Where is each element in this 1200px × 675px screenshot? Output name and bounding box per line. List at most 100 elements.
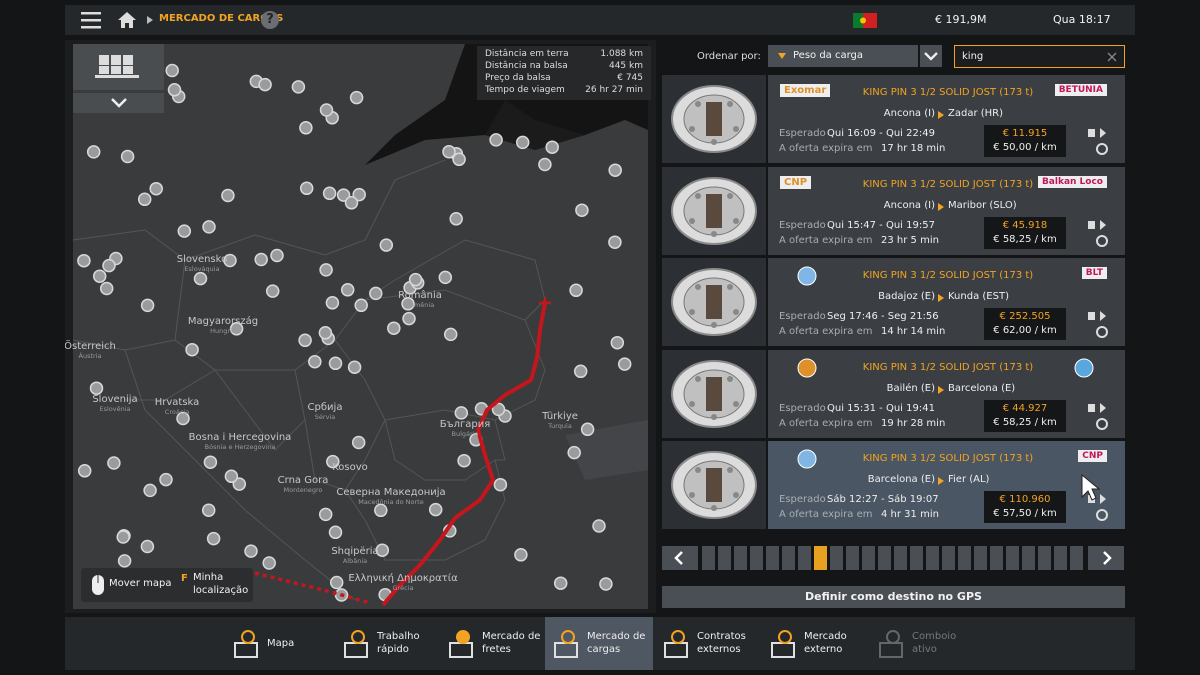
info-label: Distância em terra — [485, 49, 569, 59]
my-location-label[interactable]: Minha localização — [193, 571, 253, 597]
offer-row[interactable]: CNPKING PIN 3 1/2 SOLID JOST (173 t)Barc… — [662, 441, 1125, 529]
bolt — [733, 126, 739, 132]
city-dot — [319, 327, 331, 339]
page-cell[interactable] — [1022, 546, 1035, 570]
menu-icon[interactable] — [81, 11, 103, 29]
map-panel: SlovenskoEslováquiaRomâniaRomêniaMagyaro… — [65, 40, 656, 613]
icon-base — [235, 643, 257, 657]
gps-button[interactable]: Definir como destino no GPS — [662, 586, 1125, 608]
info-label: Distância na balsa — [485, 61, 568, 71]
nav-item[interactable]: Contratos externos — [655, 617, 763, 670]
next-page[interactable] — [1088, 546, 1124, 570]
sort-dropdown[interactable]: Peso da carga — [768, 45, 918, 67]
city-dot — [320, 264, 332, 276]
city-dot — [619, 358, 631, 370]
city-dot — [568, 447, 580, 459]
page-cell[interactable] — [782, 546, 795, 570]
kingpin-icon — [670, 359, 758, 429]
page-cell[interactable] — [942, 546, 955, 570]
city-dot — [443, 146, 455, 158]
bolt — [711, 231, 717, 237]
bolt — [733, 492, 739, 498]
client-logo: BLT — [1082, 267, 1107, 279]
price-box: € 110.960€ 57,50 / km — [984, 491, 1066, 523]
page-cell[interactable] — [766, 546, 779, 570]
clear-icon[interactable] — [1107, 52, 1117, 62]
page-cell[interactable] — [958, 546, 971, 570]
city-dot — [267, 285, 279, 297]
page-cell[interactable] — [1054, 546, 1067, 570]
country-sublabel: Grécia — [393, 584, 414, 592]
city-dot — [453, 153, 465, 165]
nav-item[interactable]: Trabalho rápido — [335, 617, 443, 670]
page-cell[interactable] — [750, 546, 763, 570]
rate: € 50,00 / km — [984, 142, 1066, 153]
bolt — [689, 492, 695, 498]
offer-row[interactable]: ExomarBETUNIAKING PIN 3 1/2 SOLID JOST (… — [662, 75, 1125, 163]
country-label: България — [440, 419, 491, 430]
page-cell[interactable] — [974, 546, 987, 570]
nav-item[interactable]: Mercado de fretes — [440, 617, 548, 670]
route-arrow — [938, 111, 944, 119]
page-cell[interactable] — [830, 546, 843, 570]
price-box: € 11.915 € 50,00 / km — [984, 125, 1066, 157]
offer-row[interactable]: BLTKING PIN 3 1/2 SOLID JOST (173 t)Bada… — [662, 258, 1125, 346]
city-dot — [204, 456, 216, 468]
price: € 11.915 — [984, 128, 1066, 139]
page-cell[interactable] — [1070, 546, 1083, 570]
city-dot — [582, 423, 594, 435]
sort-label: Ordenar por: — [697, 51, 761, 62]
page-cell[interactable] — [878, 546, 891, 570]
page-cell[interactable] — [702, 546, 715, 570]
icon-badge — [672, 631, 684, 643]
city-dot — [103, 260, 115, 272]
top-bar: MERCADO DE CARGAS ? € 191,9M Qua 18:17 — [65, 5, 1135, 35]
nav-item[interactable]: Mercado externo — [762, 617, 870, 670]
page-cell[interactable] — [990, 546, 1003, 570]
prev-page[interactable] — [662, 546, 698, 570]
city-dot — [142, 299, 154, 311]
route-destination: Kunda (EST) — [948, 291, 1009, 302]
page-cell[interactable] — [894, 546, 907, 570]
map-mode-button[interactable] — [73, 44, 164, 90]
page-cell[interactable] — [1006, 546, 1019, 570]
page-cell[interactable] — [814, 546, 827, 570]
delivery-window: Qui 15:47 - Qui 19:57 — [827, 220, 935, 231]
nav-item[interactable]: Mercado de cargas — [545, 617, 653, 670]
search-box[interactable]: king — [954, 45, 1125, 68]
bolt — [727, 284, 733, 290]
page-cell[interactable] — [718, 546, 731, 570]
map[interactable]: SlovenskoEslováquiaRomâniaRomêniaMagyaro… — [65, 40, 656, 613]
nav-item[interactable]: Comboio ativo — [870, 617, 978, 670]
offer-row[interactable]: KING PIN 3 1/2 SOLID JOST (173 t)Bailén … — [662, 350, 1125, 438]
city-dot — [245, 545, 257, 557]
city-dot — [600, 578, 612, 590]
page-cell[interactable] — [846, 546, 859, 570]
help-button[interactable]: ? — [261, 11, 279, 29]
icon-base — [665, 643, 687, 657]
dropdown-toggle[interactable] — [920, 45, 942, 67]
page-cell[interactable] — [798, 546, 811, 570]
price-box: € 45.918€ 58,25 / km — [984, 217, 1066, 249]
cargo-image — [662, 350, 766, 438]
city-dot — [203, 221, 215, 233]
page-cell[interactable] — [734, 546, 747, 570]
page-cell[interactable] — [910, 546, 923, 570]
city-dot — [178, 225, 190, 237]
expand-button[interactable] — [73, 93, 164, 113]
nav-item[interactable]: Mapa — [225, 617, 333, 670]
sort-arrow — [778, 53, 786, 59]
action-icons — [1086, 308, 1116, 340]
home-icon[interactable] — [117, 11, 137, 29]
expected-label: Esperado — [779, 220, 826, 231]
city-dot — [455, 407, 467, 419]
bolt — [711, 139, 717, 145]
page-cell[interactable] — [926, 546, 939, 570]
page-cell[interactable] — [1038, 546, 1051, 570]
country-label: Slovenija — [92, 394, 137, 405]
page-cell[interactable] — [862, 546, 875, 570]
bolt — [733, 309, 739, 315]
nav-icon — [551, 629, 581, 659]
move-map-label[interactable]: Mover mapa — [109, 578, 171, 589]
offer-row[interactable]: CNPBalkan LocoKING PIN 3 1/2 SOLID JOST … — [662, 167, 1125, 255]
